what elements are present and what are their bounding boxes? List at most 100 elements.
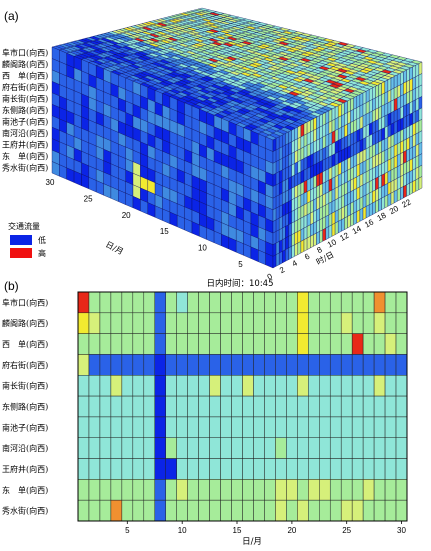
right-face-cell [331,118,336,133]
right-face-cell [272,138,277,152]
right-face-cell [279,158,283,172]
right-face-cell [310,153,314,168]
heatmap-cell [351,416,364,438]
right-face-cell [353,118,357,133]
right-face-cell [338,104,342,118]
heatmap-cell [99,312,112,334]
right-face-cell [279,216,283,231]
right-face-cell [418,153,423,168]
heatmap-cell [275,437,287,459]
right-face-cell [356,163,361,178]
right-face-cell [365,193,370,207]
heatmap-cell [209,499,221,522]
heatmap-cell [99,375,112,397]
right-face-cell [303,203,308,217]
right-face-cell [279,193,283,207]
heatmap-cell [77,458,90,480]
right-face-cell [319,160,323,174]
right-face-cell [313,198,317,212]
right-face-cell [400,163,404,177]
right-face-cell [418,61,423,76]
heatmap-cell [351,291,364,314]
heatmap-cell [329,499,342,522]
heatmap-cell [319,458,331,480]
right-face-cell [415,63,420,77]
right-face-cell [285,224,289,239]
heatmap-cell [395,291,408,314]
right-face-cell [303,156,308,171]
right-face-cell [400,117,404,132]
heatmap-cell [253,375,265,397]
right-face-cell [325,156,330,171]
right-face-cell [390,122,395,136]
heatmap-cell [395,375,408,397]
heatmap-cell [242,479,254,501]
right-face-cell [285,201,289,216]
heatmap-cell [286,375,298,397]
heatmap-cell [77,333,90,355]
heatmap-cell [110,458,123,480]
heatmap-cell [88,291,101,314]
legend-swatch-low [10,235,32,245]
right-face-cell [409,89,413,104]
heatmap-cell [351,499,364,522]
heatmap-cell [319,416,331,438]
panel-b-grid [77,291,408,522]
right-face-cell [303,237,308,252]
right-face-cell [347,133,351,148]
heatmap-cell [319,437,331,459]
heatmap-cell [88,395,101,418]
right-face-cell [341,183,345,197]
heatmap-cell [362,291,375,314]
heatmap-cell [275,499,287,522]
heatmap-cell [77,312,90,334]
right-face-cell [365,100,370,115]
right-face-cell [279,239,283,254]
right-face-cell [372,178,376,192]
right-face-cell [347,110,351,125]
heatmap-cell [264,458,276,480]
right-face-cell [300,135,305,149]
right-face-cell [338,207,342,222]
right-face-cell [362,102,367,117]
right-face-cell [384,183,389,197]
heatmap-cell [395,354,408,376]
right-face-cell [294,138,298,153]
time-tick-a: 16 [363,217,376,229]
heatmap-cell [110,479,123,501]
heatmap-cell [297,312,309,334]
heatmap-cell [176,499,188,522]
right-face-cell [381,81,385,95]
right-face-cell [393,166,398,181]
heatmap-cell [253,479,265,501]
heatmap-cell [220,499,232,522]
right-face-cell [369,202,373,217]
cube-left-face [51,46,274,269]
right-face-cell [406,171,410,186]
heatmap-cell [165,333,177,355]
road-label-a: 西 单(向西) [2,71,48,81]
right-face-cell [325,122,330,136]
right-face-cell [378,174,382,189]
heatmap-cell [319,312,331,334]
heatmap-cell [77,499,90,522]
right-face-cell [328,224,333,239]
right-face-cell [306,178,311,192]
heatmap-cell [187,416,199,438]
heatmap-cell [99,416,112,438]
right-face-cell [403,161,407,176]
right-face-cell [294,184,298,199]
x-tick-b: 20 [287,526,296,535]
heatmap-cell [242,416,254,438]
time-tick-a: 8 [315,245,324,255]
heatmap-cell [395,437,408,459]
right-face-cell [341,160,345,174]
heatmap-cell [77,375,90,397]
right-face-cell [403,173,407,187]
right-face-cell [397,142,401,156]
right-face-cell [300,181,305,196]
right-face-cell [365,146,370,161]
right-face-cell [381,196,385,210]
right-face-cell [415,177,420,192]
right-face-cell [375,153,379,168]
